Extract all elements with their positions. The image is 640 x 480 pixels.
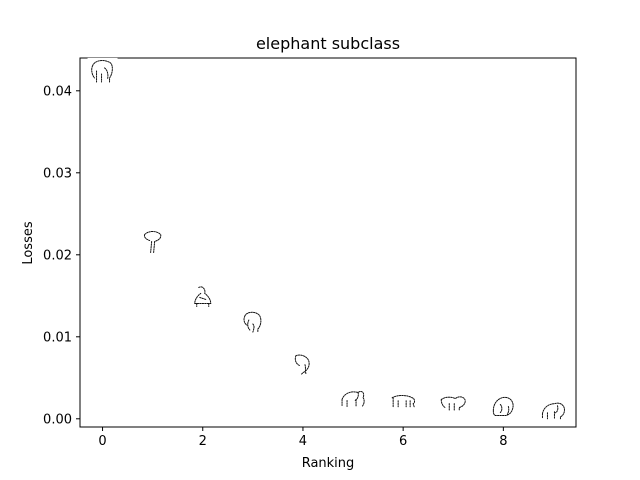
x-tick-label: 4 xyxy=(299,434,307,449)
data-point xyxy=(237,308,268,337)
elephant-sketch-icon xyxy=(341,390,365,407)
y-axis: 0.00 0.01 0.02 0.03 0.04 xyxy=(43,84,80,427)
elephant-sketch-icon xyxy=(194,286,212,307)
elephant-sketch-icon xyxy=(243,311,262,333)
x-tick-label: 8 xyxy=(499,434,507,449)
elephant-sketch-icon xyxy=(440,396,466,412)
plot-area-frame xyxy=(79,57,577,428)
data-point xyxy=(187,283,218,312)
y-tick-label: 0.02 xyxy=(43,248,72,263)
elephant-sketch-icon xyxy=(391,395,416,408)
data-point xyxy=(338,383,369,412)
thumbnail-background xyxy=(137,228,168,257)
elephant-sketch-icon xyxy=(294,354,310,376)
chart-title: elephant subclass xyxy=(256,34,400,53)
data-point xyxy=(388,386,419,415)
x-tick-label: 6 xyxy=(399,434,407,449)
x-axis: 0 2 4 6 8 xyxy=(98,427,507,449)
elephant-sketch-icon xyxy=(492,396,514,416)
elephant-sketch-icon xyxy=(541,402,565,420)
thumbnail-background xyxy=(87,57,118,86)
y-tick-label: 0.03 xyxy=(43,166,72,181)
data-point xyxy=(538,395,569,424)
elephant-sketch-icon xyxy=(91,60,113,83)
data-point xyxy=(287,350,318,379)
y-tick-label: 0.01 xyxy=(43,330,72,345)
x-tick-label: 2 xyxy=(199,434,207,449)
thumbnail-background xyxy=(488,392,519,421)
y-axis-label: Losses xyxy=(21,221,36,265)
x-axis-label: Ranking xyxy=(302,456,355,471)
data-point xyxy=(137,228,168,257)
x-tick-label: 0 xyxy=(98,434,106,449)
data-point xyxy=(488,392,519,421)
data-points xyxy=(87,57,569,424)
data-point xyxy=(438,387,469,416)
y-tick-label: 0.00 xyxy=(43,412,72,427)
thumbnail-background xyxy=(287,350,318,379)
data-point xyxy=(87,57,118,86)
y-tick-label: 0.04 xyxy=(43,84,72,99)
elephant-sketch-icon xyxy=(143,231,162,253)
thumbnail-background xyxy=(438,387,469,416)
thumbnail-background xyxy=(187,283,218,312)
